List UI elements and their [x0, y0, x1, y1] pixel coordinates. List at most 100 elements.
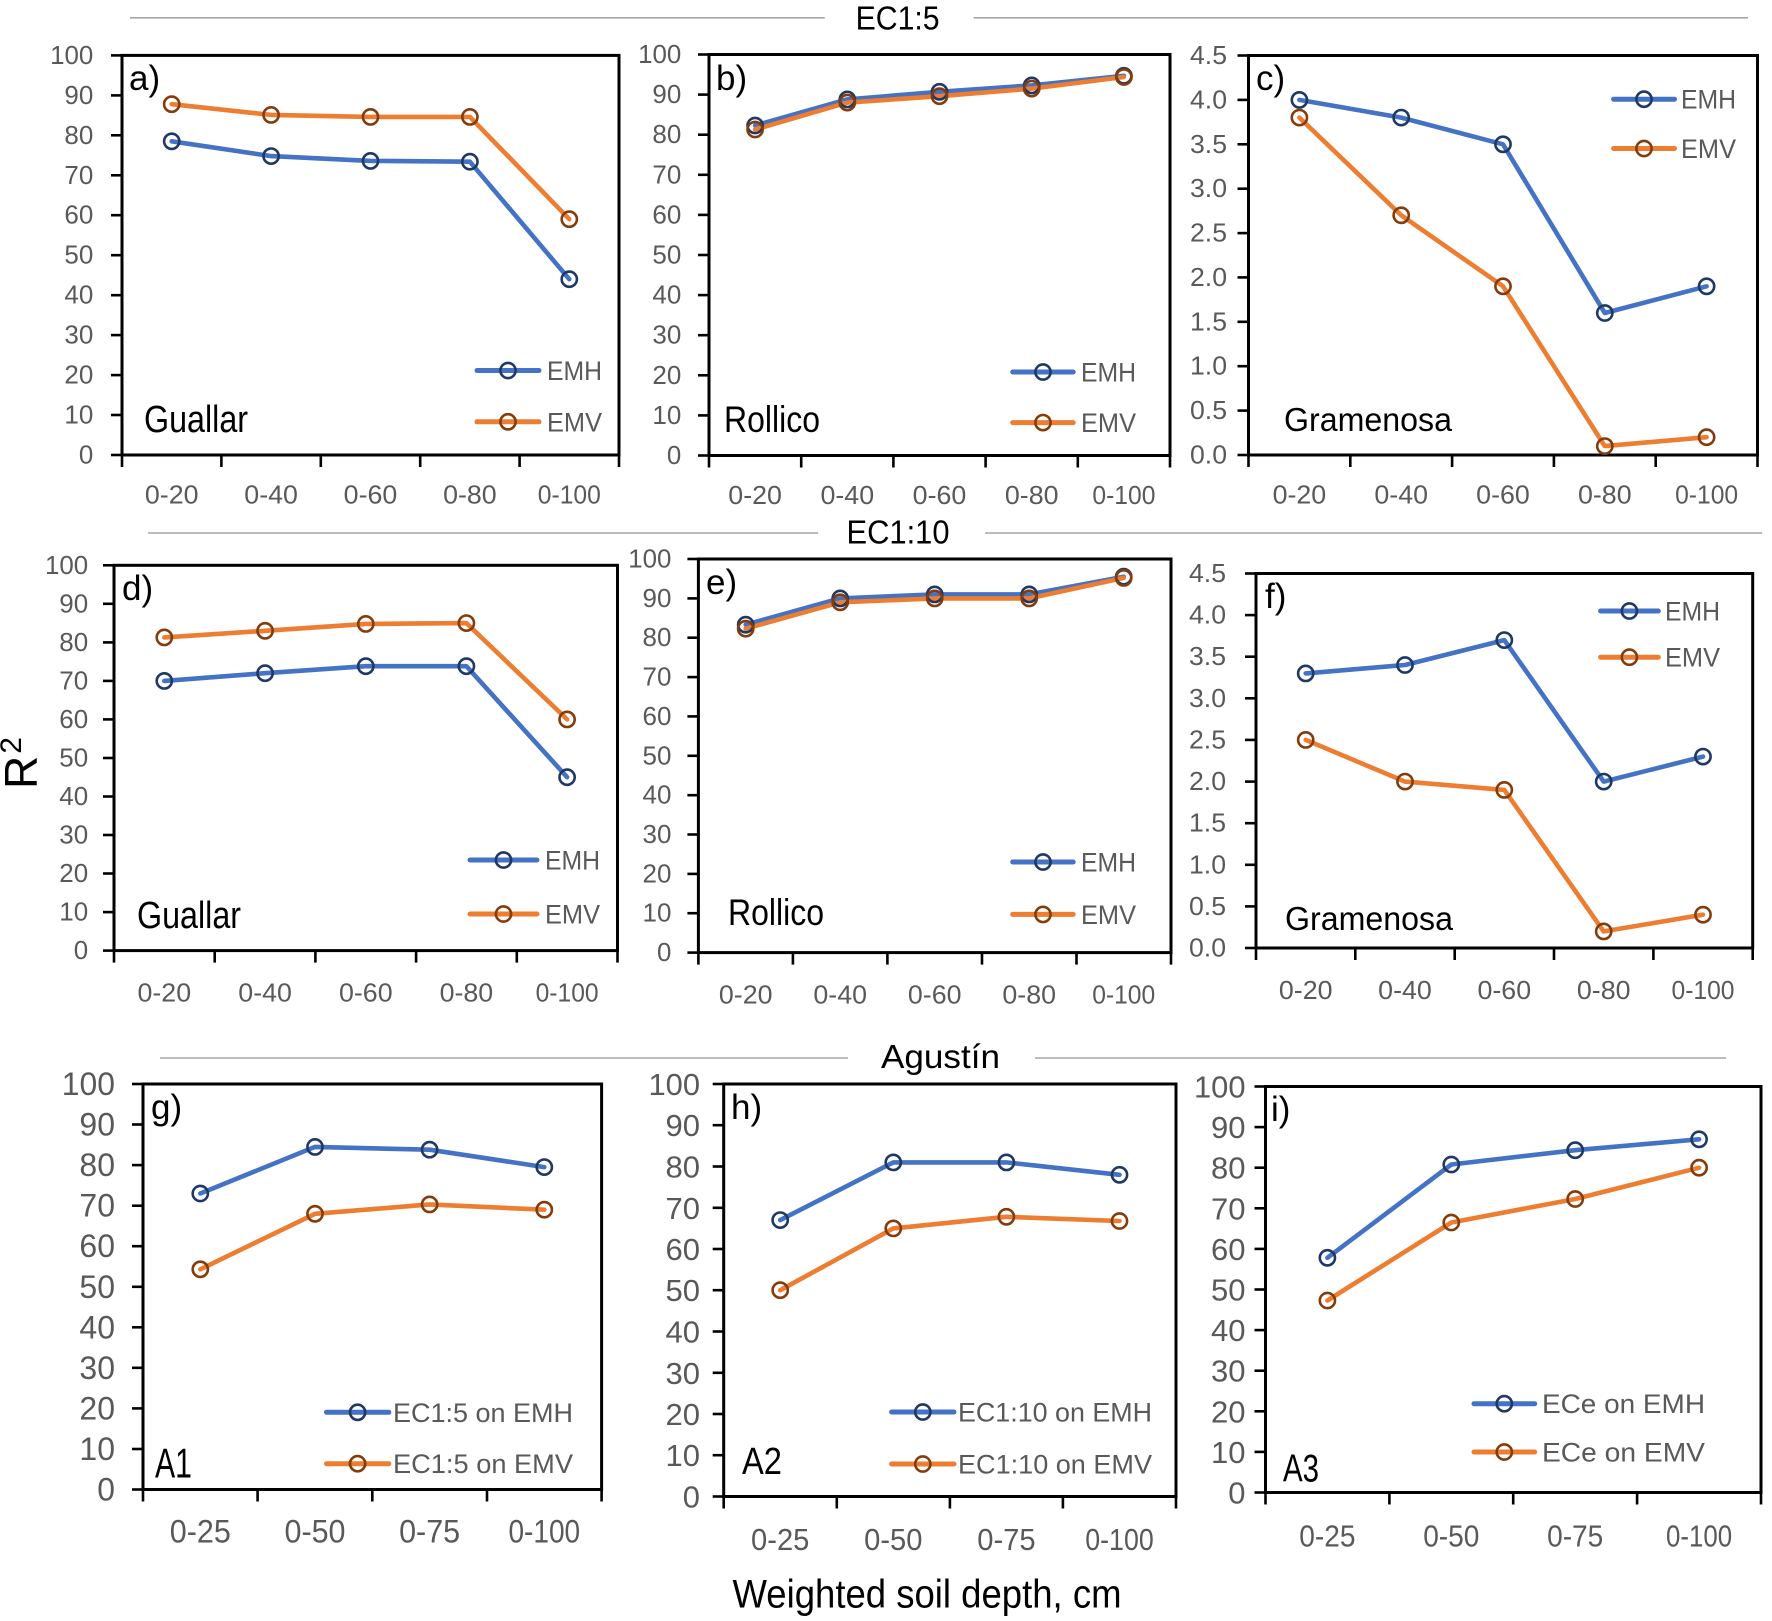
svg-text:40: 40	[79, 1309, 115, 1345]
svg-text:0: 0	[74, 935, 88, 965]
svg-text:80: 80	[64, 120, 93, 150]
svg-text:30: 30	[1211, 1354, 1246, 1389]
svg-text:10: 10	[1211, 1435, 1246, 1470]
svg-text:ECe on EMH: ECe on EMH	[1542, 1389, 1705, 1419]
svg-text:10: 10	[79, 1431, 115, 1467]
svg-text:Rollico: Rollico	[728, 892, 824, 933]
svg-text:EMH: EMH	[1081, 848, 1136, 878]
svg-text:0-20: 0-20	[1273, 480, 1327, 510]
svg-text:0: 0	[683, 1480, 700, 1515]
svg-text:0-75: 0-75	[977, 1522, 1035, 1557]
svg-text:30: 30	[643, 819, 672, 849]
svg-text:50: 50	[652, 240, 681, 270]
svg-text:60: 60	[64, 200, 93, 230]
svg-text:e): e)	[706, 563, 737, 602]
svg-text:30: 30	[79, 1350, 115, 1386]
svg-text:0: 0	[1228, 1476, 1245, 1511]
svg-text:ECe on EMV: ECe on EMV	[1542, 1438, 1705, 1468]
svg-text:70: 70	[79, 1188, 115, 1224]
svg-text:0-100: 0-100	[536, 978, 599, 1008]
svg-text:80: 80	[59, 627, 88, 657]
svg-text:Gramenosa: Gramenosa	[1285, 900, 1454, 937]
svg-text:100: 100	[638, 39, 681, 69]
svg-text:20: 20	[64, 360, 93, 390]
svg-text:a): a)	[129, 59, 160, 98]
svg-text:40: 40	[652, 280, 681, 310]
svg-text:b): b)	[716, 59, 747, 98]
svg-text:0-40: 0-40	[238, 978, 292, 1008]
svg-text:30: 30	[59, 820, 88, 850]
svg-text:0-50: 0-50	[864, 1522, 922, 1557]
svg-text:90: 90	[59, 588, 88, 618]
svg-text:20: 20	[666, 1397, 701, 1432]
svg-text:0: 0	[97, 1472, 115, 1508]
svg-text:0.5: 0.5	[1190, 395, 1227, 425]
svg-text:0-80: 0-80	[1005, 480, 1059, 510]
svg-text:80: 80	[643, 622, 672, 652]
svg-text:0.0: 0.0	[1190, 440, 1227, 470]
svg-text:90: 90	[79, 1107, 115, 1143]
svg-text:70: 70	[666, 1191, 701, 1226]
svg-text:4.5: 4.5	[1190, 40, 1227, 70]
svg-text:0-20: 0-20	[1279, 975, 1333, 1005]
svg-text:40: 40	[643, 780, 672, 810]
svg-text:A1: A1	[155, 1440, 192, 1487]
svg-text:0-100: 0-100	[1092, 980, 1155, 1010]
svg-text:g): g)	[151, 1088, 182, 1127]
svg-text:50: 50	[64, 240, 93, 270]
svg-text:0-60: 0-60	[339, 978, 393, 1008]
svg-text:0-100: 0-100	[538, 480, 601, 510]
svg-text:0-60: 0-60	[908, 980, 962, 1010]
svg-text:EMH: EMH	[1665, 597, 1720, 627]
svg-text:0-75: 0-75	[1547, 1519, 1603, 1554]
svg-text:0-100: 0-100	[1675, 480, 1738, 510]
svg-text:i): i)	[1271, 1090, 1290, 1129]
svg-text:30: 30	[666, 1356, 701, 1391]
svg-text:0.0: 0.0	[1189, 933, 1226, 963]
svg-text:10: 10	[643, 898, 672, 928]
svg-text:f): f)	[1265, 577, 1286, 616]
svg-text:0-40: 0-40	[244, 480, 298, 510]
svg-text:90: 90	[652, 79, 681, 109]
svg-text:1.5: 1.5	[1190, 306, 1227, 336]
svg-text:50: 50	[643, 740, 672, 770]
svg-text:0-60: 0-60	[1478, 975, 1532, 1005]
svg-text:0-80: 0-80	[440, 978, 494, 1008]
svg-text:20: 20	[1211, 1394, 1246, 1429]
svg-text:10: 10	[59, 897, 88, 927]
svg-text:80: 80	[652, 119, 681, 149]
svg-text:h): h)	[731, 1088, 762, 1127]
svg-text:EMV: EMV	[1681, 134, 1736, 164]
svg-text:90: 90	[64, 80, 93, 110]
svg-text:0-80: 0-80	[1002, 980, 1056, 1010]
svg-text:60: 60	[1211, 1232, 1246, 1267]
svg-text:EMV: EMV	[545, 900, 600, 930]
svg-text:30: 30	[64, 320, 93, 350]
svg-text:d): d)	[122, 569, 153, 608]
svg-text:100: 100	[62, 1066, 115, 1102]
svg-text:40: 40	[666, 1315, 701, 1350]
svg-text:0-100: 0-100	[508, 1514, 580, 1550]
svg-text:3.0: 3.0	[1189, 683, 1226, 713]
svg-text:10: 10	[652, 400, 681, 430]
svg-text:20: 20	[652, 360, 681, 390]
svg-text:0-40: 0-40	[821, 480, 875, 510]
svg-text:20: 20	[79, 1390, 115, 1426]
svg-text:20: 20	[643, 858, 672, 888]
svg-text:0.5: 0.5	[1189, 891, 1226, 921]
svg-text:0-40: 0-40	[1378, 975, 1432, 1005]
svg-text:0-25: 0-25	[1299, 1519, 1355, 1554]
svg-text:Agustín: Agustín	[881, 1038, 1000, 1075]
svg-text:0-60: 0-60	[344, 480, 398, 510]
svg-text:0-20: 0-20	[719, 980, 773, 1010]
svg-text:1.0: 1.0	[1190, 351, 1227, 381]
svg-text:50: 50	[1211, 1273, 1246, 1308]
svg-text:0-80: 0-80	[1578, 480, 1632, 510]
svg-text:0-80: 0-80	[1577, 975, 1631, 1005]
svg-text:2.5: 2.5	[1189, 724, 1226, 754]
svg-text:100: 100	[50, 40, 93, 70]
svg-text:40: 40	[1211, 1313, 1246, 1348]
svg-text:0-100: 0-100	[1666, 1519, 1732, 1554]
svg-text:10: 10	[666, 1438, 701, 1473]
svg-text:EC1:10 on EMV: EC1:10 on EMV	[958, 1450, 1152, 1480]
